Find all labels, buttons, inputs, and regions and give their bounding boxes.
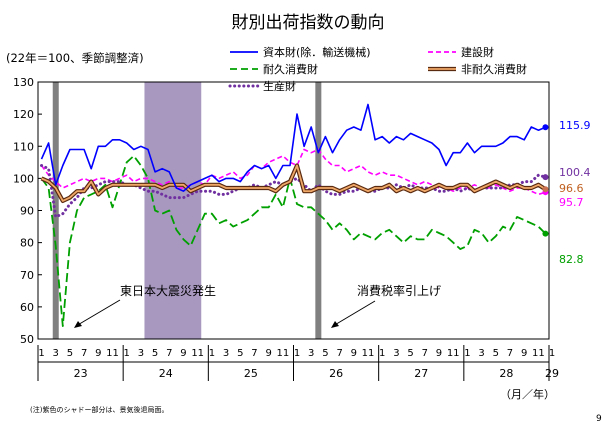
shaded-periods: [52, 82, 322, 339]
x-tick-label: 1: [464, 348, 470, 359]
series-1-end-marker: [542, 124, 549, 131]
year-label: 28: [499, 367, 513, 380]
x-tick-label: 11: [362, 348, 375, 359]
x-tick-label: 5: [67, 348, 73, 359]
x-tick-label: 5: [322, 348, 328, 359]
legend-item-3: 耐久消費財: [230, 62, 318, 76]
legend-item-1-label: 資本財(除．輸送機械): [263, 45, 371, 59]
x-tick-label: 3: [138, 348, 144, 359]
annotations: 東日本大震災発生 消費税率引上げ: [74, 283, 441, 328]
series-4-end-marker: [542, 186, 549, 193]
y-tick-label: 60: [20, 301, 34, 314]
y-tick-label: 130: [13, 76, 34, 89]
series-4-end-label: 96.6: [559, 182, 584, 195]
x-tick-label: 9: [436, 348, 442, 359]
annotation-earthquake: 東日本大震災発生: [120, 284, 216, 298]
y-tick-label: 50: [20, 333, 34, 346]
annotation-tax-arrow: [332, 300, 376, 327]
x-tick-label: 7: [507, 348, 513, 359]
annotation-earthquake-arrow: [75, 299, 121, 327]
y-tick-label: 110: [13, 140, 34, 153]
x-tick-label: 11: [447, 348, 460, 359]
x-tick-label: 7: [166, 348, 172, 359]
series-3-end-label: 82.8: [559, 253, 584, 266]
legend-item-5-label: 生産財: [263, 79, 296, 93]
x-tick-label: 9: [351, 348, 357, 359]
series-1-end-label: 115.9: [559, 119, 591, 132]
year-label: 29: [545, 367, 559, 380]
x-tick-label: 5: [493, 348, 499, 359]
series-5-end-marker: [542, 174, 549, 181]
year-label: 27: [414, 367, 428, 380]
end-labels: 115.9 95.7 82.8 96.6 100.4: [559, 119, 591, 266]
y-tick-label: 70: [20, 269, 34, 282]
x-tick-label: 5: [407, 348, 413, 359]
x-tick-label: 1: [124, 348, 130, 359]
x-tick-label: 5: [237, 348, 243, 359]
x-tick-label: 11: [532, 348, 545, 359]
series-1-line: [40, 103, 546, 192]
x-tick-label: 1: [549, 348, 555, 359]
legend-item-4-label: 非耐久消費財: [461, 62, 527, 76]
x-tick-label: 7: [251, 348, 257, 359]
x-axis-unit: （月／年）: [500, 387, 555, 401]
y-tick-label: 120: [13, 108, 34, 121]
series-4-line: [41, 164, 546, 202]
x-tick-label: 1: [379, 348, 385, 359]
legend-item-4: 非耐久消費財: [428, 62, 527, 76]
year-label: 23: [74, 367, 88, 380]
y-tick-label: 100: [13, 172, 34, 185]
year-label: 25: [244, 367, 258, 380]
x-tick-label: 9: [95, 348, 101, 359]
x-tick-label: 7: [422, 348, 428, 359]
annotation-tax: 消費税率引上げ: [357, 283, 441, 298]
x-tick-label: 7: [336, 348, 342, 359]
footnote: (注)紫色のシャドー部分は、景気後退局面。: [30, 405, 168, 414]
x-tick-label: 1: [294, 348, 300, 359]
legend-item-3-label: 耐久消費財: [263, 62, 318, 76]
x-tick-label: 3: [308, 348, 314, 359]
x-tick-label: 3: [393, 348, 399, 359]
series-3-line: [40, 154, 547, 328]
legend-item-2-label: 建設財: [461, 45, 494, 59]
year-label: 24: [159, 367, 173, 380]
series-lines: [40, 103, 549, 328]
series-2-line: [40, 148, 546, 196]
x-tick-label: 9: [521, 348, 527, 359]
annotation-tax-arrowhead: [331, 321, 339, 328]
chart-subtitle: (22年＝100、季節調整済): [6, 51, 144, 65]
x-tick-label: 11: [191, 348, 204, 359]
y-tick-label: 90: [20, 205, 34, 218]
page-number: 9: [596, 414, 602, 424]
x-tick-label: 9: [265, 348, 271, 359]
shaded-period-2: [144, 82, 202, 339]
x-tick-label: 1: [38, 348, 44, 359]
legend-item-1: 資本財(除．輸送機械): [230, 45, 371, 59]
series-2-end-label: 95.7: [559, 196, 584, 209]
series-3-end-marker: [542, 230, 549, 237]
shaded-period-3: [315, 82, 322, 339]
y-tick-label: 80: [20, 237, 34, 250]
x-tick-label: 1: [209, 348, 215, 359]
x-tick-label: 5: [152, 348, 158, 359]
year-label: 26: [329, 367, 343, 380]
x-tick-label: 9: [180, 348, 186, 359]
series-5-end-label: 100.4: [559, 166, 591, 179]
x-tick-label: 11: [276, 348, 289, 359]
x-tick-label: 7: [81, 348, 87, 359]
chart-title: 財別出荷指数の動向: [232, 13, 385, 33]
x-tick-label: 3: [223, 348, 229, 359]
x-tick-label: 11: [106, 348, 119, 359]
plot-frame: [37, 81, 550, 340]
annotation-earthquake-arrowhead: [74, 321, 82, 328]
x-tick-label: 3: [478, 348, 484, 359]
legend-item-2: 建設財: [428, 45, 494, 59]
x-tick-label: 3: [53, 348, 59, 359]
legend-item-5: 生産財: [228, 79, 296, 93]
